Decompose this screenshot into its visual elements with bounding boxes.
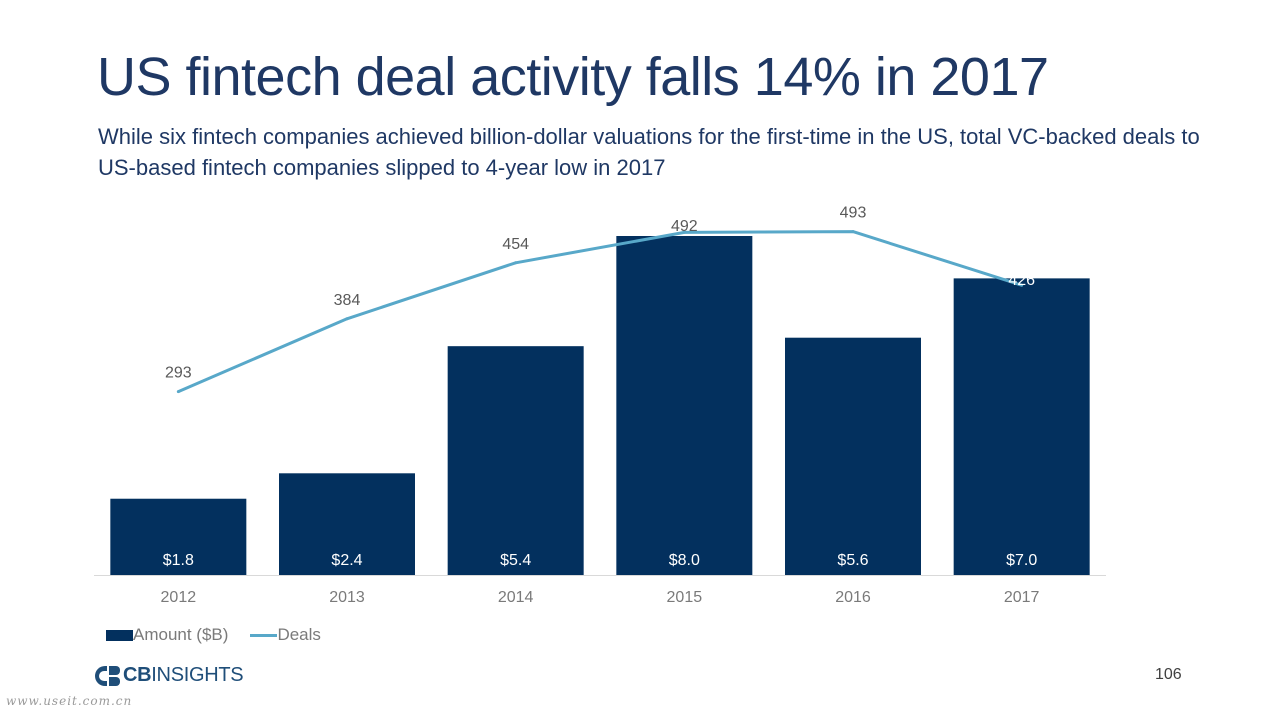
- logo-wordmark: CBINSIGHTS: [123, 664, 244, 687]
- page-subtitle: While six fintech companies achieved bil…: [98, 124, 1200, 180]
- deals-point-2012: [176, 390, 180, 394]
- cb-insights-logo: CBINSIGHTS: [95, 664, 244, 687]
- deals-label-2016: 493: [840, 205, 867, 222]
- deals-label-2015: 492: [671, 218, 698, 235]
- labels-layer: $1.8 2012 293 $2.4 2013 384 $5.4 2014 454 $8.0 201…: [161, 205, 1040, 606]
- chart-legend: Amount ($B) Deals: [106, 625, 321, 645]
- bar-label-2016: $5.6: [837, 552, 868, 569]
- deals-point-2014: [514, 261, 518, 265]
- legend-label-amount: Amount ($B): [133, 625, 229, 644]
- legend-item-deals: Deals: [228, 625, 321, 645]
- logo-brand-bold: CB: [123, 664, 152, 686]
- deals-label-2014: 454: [502, 236, 529, 253]
- bar-label-2012: $1.8: [163, 552, 194, 569]
- x-tick-2017: 2017: [1004, 589, 1040, 606]
- x-tick-2015: 2015: [667, 589, 703, 606]
- page-number: 106: [1155, 666, 1182, 683]
- x-tick-2014: 2014: [498, 589, 534, 606]
- bar-label-2017: $7.0: [1006, 552, 1037, 569]
- bars-layer: [110, 236, 1090, 575]
- cb-insights-logo-icon: [95, 665, 121, 686]
- deals-label-2013: 384: [334, 292, 361, 309]
- legend-line-swatch: [250, 633, 278, 637]
- deals-label-2017: 426: [1008, 272, 1035, 289]
- deals-label-2012: 293: [165, 365, 192, 382]
- bar-2012: [110, 498, 247, 575]
- legend-bar-swatch: [106, 629, 133, 641]
- page-title: US fintech deal activity falls 14% in 20…: [97, 47, 1049, 107]
- deals-point-2017: [1020, 283, 1024, 287]
- logo-brand-rest: INSIGHTS: [151, 664, 244, 686]
- bar-label-2013: $2.4: [331, 552, 362, 569]
- deals-point-2015: [682, 230, 686, 234]
- x-tick-2012: 2012: [161, 589, 197, 606]
- x-tick-2013: 2013: [329, 589, 365, 606]
- deals-point-2013: [345, 317, 349, 321]
- bar-label-2015: $8.0: [669, 552, 700, 569]
- bar-2016: [785, 337, 921, 575]
- legend-label-deals: Deals: [277, 625, 321, 644]
- bar-2013: [279, 473, 415, 575]
- bar-2017: [953, 278, 1090, 575]
- bar-2014: [447, 346, 584, 575]
- deals-line: [177, 230, 1023, 393]
- x-tick-2016: 2016: [835, 589, 871, 606]
- line-layer: [176, 230, 1024, 394]
- watermark: www.useit.com.cn: [6, 694, 133, 708]
- legend-item-amount: Amount ($B): [106, 625, 228, 645]
- bar-label-2014: $5.4: [500, 552, 531, 569]
- bar-2015: [616, 236, 753, 575]
- deals-point-2016: [851, 230, 855, 234]
